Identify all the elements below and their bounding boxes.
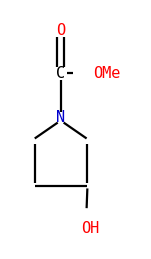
Text: OH: OH (81, 221, 100, 236)
Text: N: N (56, 111, 65, 125)
Text: OMe: OMe (93, 66, 121, 81)
Text: C: C (56, 66, 65, 81)
Text: O: O (56, 23, 65, 38)
